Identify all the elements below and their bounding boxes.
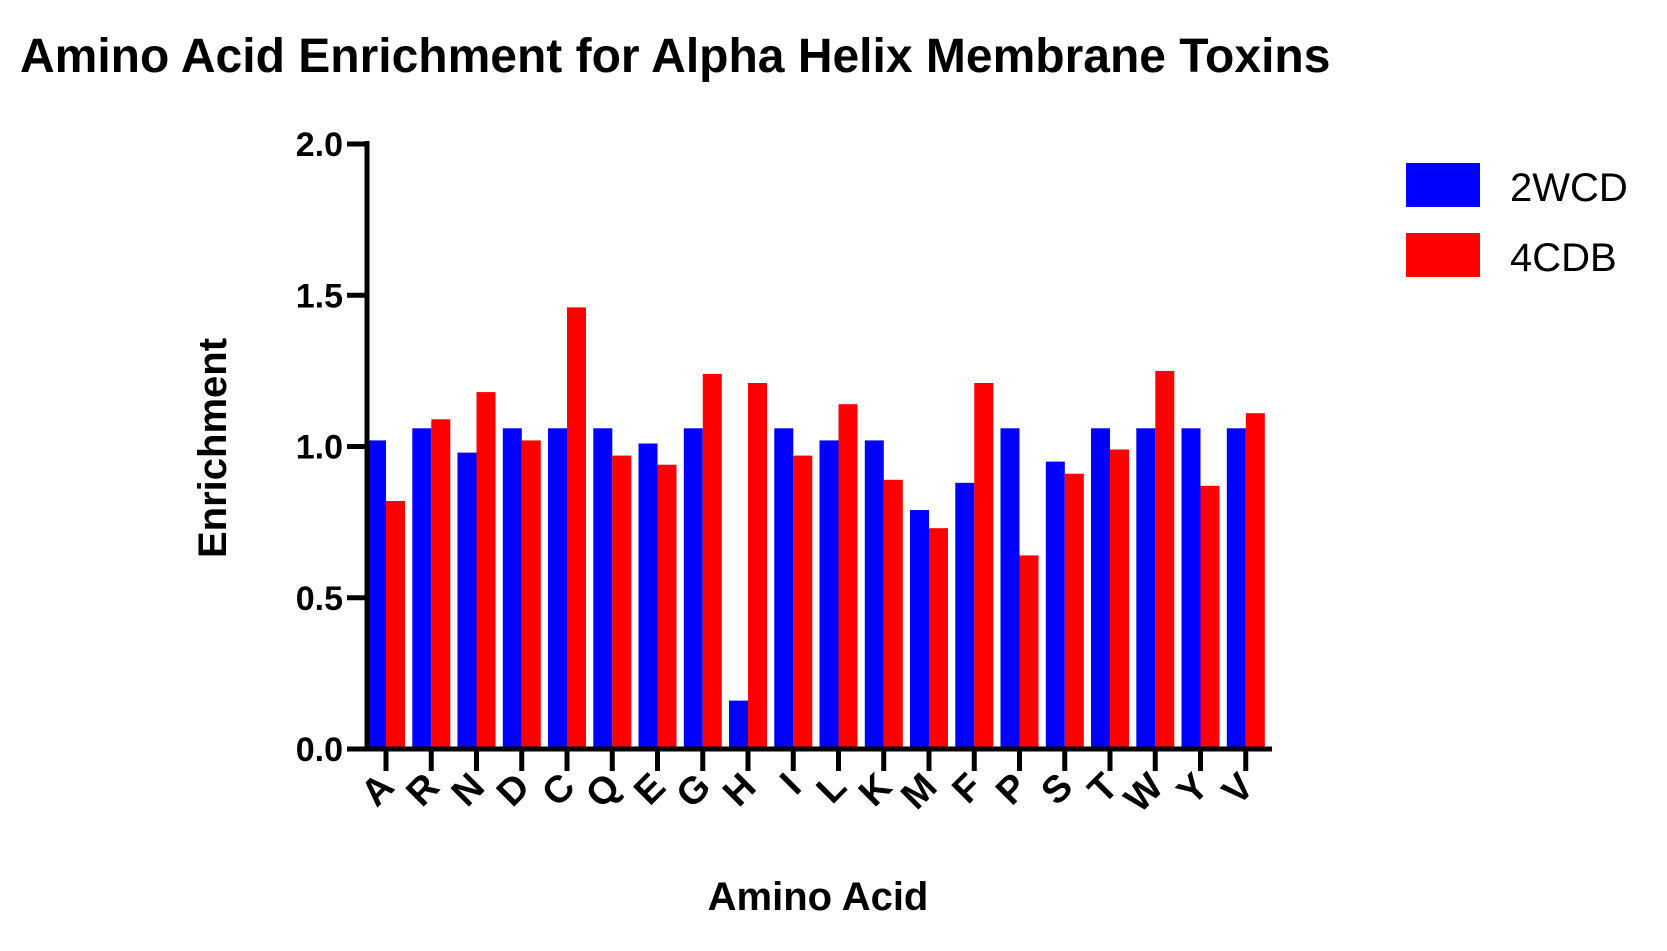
- bar-2wcd-c: [548, 428, 567, 749]
- bar-4cdb-e: [657, 464, 677, 749]
- y-tick-label: 1.0: [296, 429, 343, 467]
- x-tick-label-w: W: [1117, 766, 1172, 821]
- legend-swatch-2wcd: [1406, 163, 1480, 207]
- bar-4cdb-f: [974, 383, 994, 749]
- x-tick-label-a: A: [353, 766, 402, 815]
- bar-4cdb-l: [838, 404, 858, 749]
- x-tick-label-v: V: [1214, 765, 1262, 813]
- bar-2wcd-a: [367, 440, 386, 749]
- bar-2wcd-i: [774, 428, 794, 749]
- bar-2wcd-e: [638, 443, 658, 749]
- bar-4cdb-h: [748, 383, 767, 749]
- bar-2wcd-q: [593, 428, 613, 749]
- legend-label-2wcd: 2WCD: [1510, 166, 1628, 210]
- bar-2wcd-n: [457, 452, 477, 749]
- x-tick-label-h: H: [715, 766, 764, 815]
- bar-4cdb-v: [1245, 413, 1265, 749]
- x-tick-label-d: D: [489, 766, 538, 815]
- chart-title: Amino Acid Enrichment for Alpha Helix Me…: [20, 30, 1330, 83]
- bar-4cdb-m: [929, 528, 948, 749]
- y-tick-label: 0.0: [296, 731, 343, 769]
- x-axis-title: Amino Acid: [708, 875, 929, 919]
- bar-4cdb-n: [476, 392, 496, 749]
- bar-4cdb-q: [612, 455, 632, 749]
- bar-4cdb-g: [702, 373, 722, 749]
- legend-label-4cdb: 4CDB: [1510, 236, 1617, 280]
- x-tick-label-e: E: [626, 766, 674, 814]
- bar-4cdb-y: [1200, 485, 1220, 749]
- bar-4cdb-w: [1155, 370, 1175, 749]
- y-axis-title: Enrichment: [191, 338, 235, 558]
- x-tick-label-q: Q: [578, 766, 629, 817]
- x-tick-label-g: G: [669, 766, 720, 817]
- y-tick-label: 2.0: [296, 126, 343, 164]
- legend-swatch-4cdb: [1406, 233, 1480, 277]
- x-tick-label-n: N: [444, 766, 493, 815]
- x-tick-label-i: I: [772, 766, 809, 803]
- bar-2wcd-r: [412, 428, 432, 749]
- x-tick-label-s: S: [1033, 766, 1081, 814]
- y-tick-label: 1.5: [296, 277, 343, 315]
- legend: 2WCD 4CDB: [1406, 163, 1628, 280]
- bar-2wcd-d: [502, 428, 522, 749]
- bar-2wcd-p: [1000, 428, 1020, 749]
- x-tick-label-r: R: [399, 766, 448, 815]
- bar-2wcd-m: [910, 510, 929, 749]
- y-tick-label: 0.5: [296, 580, 343, 618]
- bar-4cdb-t: [1110, 449, 1129, 749]
- bar-4cdb-k: [883, 479, 903, 749]
- bar-4cdb-d: [521, 440, 541, 749]
- bar-4cdb-c: [567, 307, 586, 749]
- bar-4cdb-i: [793, 455, 813, 749]
- bar-2wcd-f: [955, 482, 975, 749]
- x-tick-label-c: C: [534, 766, 583, 815]
- x-tick-label-k: K: [851, 765, 900, 814]
- bar-2wcd-k: [864, 440, 884, 749]
- bar-2wcd-s: [1045, 461, 1065, 749]
- bar-2wcd-v: [1226, 428, 1246, 749]
- x-tick-label-y: Y: [1169, 766, 1217, 814]
- bar-4cdb-s: [1064, 473, 1084, 749]
- x-tick-label-f: F: [945, 766, 991, 812]
- bar-2wcd-h: [729, 700, 748, 749]
- bar-4cdb-a: [386, 501, 405, 749]
- bar-2wcd-l: [819, 440, 839, 749]
- bar-2wcd-w: [1136, 428, 1156, 749]
- bar-4cdb-r: [431, 419, 451, 749]
- bar-2wcd-y: [1181, 428, 1201, 749]
- bar-4cdb-p: [1019, 555, 1039, 749]
- bar-2wcd-t: [1091, 428, 1110, 749]
- bars-layer: [367, 307, 1265, 749]
- x-tick-label-p: P: [988, 766, 1036, 814]
- bar-2wcd-g: [683, 428, 703, 749]
- x-tick-label-l: L: [809, 766, 855, 812]
- x-tick-label-m: M: [893, 766, 945, 818]
